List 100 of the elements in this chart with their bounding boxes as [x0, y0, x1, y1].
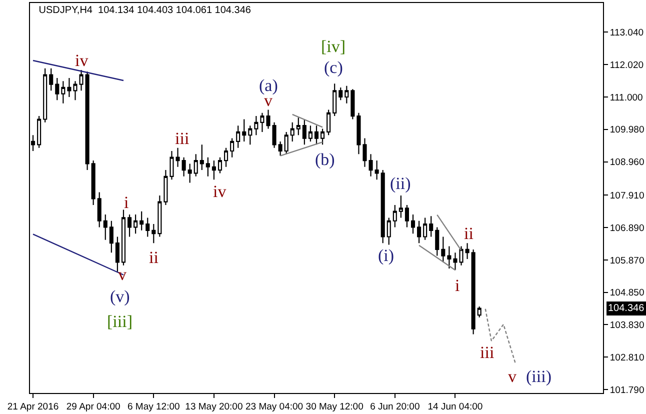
candlestick — [49, 68, 54, 92]
candlestick — [230, 138, 234, 158]
candlestick — [441, 236, 446, 263]
annotation: (i) — [378, 246, 394, 265]
candlestick — [290, 122, 294, 142]
candlestick — [103, 214, 108, 240]
candlestick — [206, 156, 210, 177]
annotation: (b) — [315, 150, 335, 169]
candlestick — [242, 118, 246, 142]
candlestick — [37, 116, 42, 148]
x-tick-label: 6 May 12:00 — [128, 401, 180, 412]
candlestick — [477, 306, 482, 318]
candlestick — [302, 118, 306, 146]
candlestick — [410, 214, 416, 234]
candlestick — [194, 154, 198, 177]
candlestick — [140, 210, 144, 231]
annotation: i — [124, 193, 129, 212]
y-tick-label: 103.830 — [610, 320, 644, 332]
candlestick — [61, 80, 66, 104]
candlestick — [380, 170, 385, 244]
candlestick — [314, 125, 319, 146]
candlestick — [115, 236, 120, 272]
y-tick-label: 108.960 — [610, 157, 644, 168]
candlestick — [170, 150, 174, 180]
y-tick-label: 102.810 — [610, 352, 644, 364]
candlestick — [248, 125, 252, 146]
candlestick — [218, 156, 222, 174]
y-tick-label: 106.890 — [610, 222, 644, 234]
candlestick — [224, 147, 228, 168]
candlestick — [320, 128, 325, 146]
candlestick — [435, 226, 440, 256]
annotation: iv — [213, 182, 227, 201]
candlestick — [392, 204, 397, 228]
candlestick — [350, 88, 355, 120]
x-tick-label: 23 May 04:00 — [245, 401, 304, 412]
candlestick — [404, 204, 409, 228]
text: 104.346 — [608, 303, 645, 314]
candlestick — [266, 109, 270, 130]
annotation: ii — [464, 224, 474, 243]
candlestick — [386, 217, 391, 246]
annotation: i — [455, 276, 460, 295]
x-tick-label: 6 Jun 20:00 — [370, 401, 420, 412]
candlestick — [212, 160, 216, 180]
candlestick — [182, 156, 186, 177]
annotation: [iii] — [107, 312, 132, 331]
candlestick — [164, 170, 168, 206]
annotation: [iv] — [321, 37, 346, 56]
y-tick-label: 105.870 — [610, 255, 644, 266]
annotation: (iii) — [526, 367, 552, 386]
candlestick — [308, 125, 312, 142]
y-tick-label: 113.040 — [610, 28, 644, 39]
annotation: (c) — [324, 58, 343, 77]
candlestick — [278, 140, 282, 156]
candlestick — [272, 122, 276, 148]
annotation: ii — [149, 248, 159, 267]
candlestick — [158, 194, 162, 238]
annotation: (v) — [110, 287, 130, 306]
candlestick — [127, 214, 132, 238]
candlestick — [146, 217, 150, 238]
x-tick-label: 14 Jun 04:00 — [428, 401, 483, 412]
x-tick-label: 30 May 12:00 — [306, 401, 364, 412]
x-tick-label: 13 May 20:00 — [185, 401, 243, 412]
candlestick — [176, 147, 180, 168]
candlestick — [43, 68, 48, 123]
y-tick-label: 109.980 — [610, 124, 644, 136]
candlestick — [284, 131, 288, 155]
candlestick — [471, 248, 476, 335]
candlestick — [152, 223, 156, 244]
candlestick — [85, 71, 90, 171]
annotation: v — [508, 367, 517, 386]
y-tick-label: 112.020 — [610, 60, 644, 71]
x-tick-label: 21 Apr 2016 — [7, 401, 59, 412]
candlestick — [447, 246, 452, 270]
candlestick — [134, 214, 138, 234]
chart-title: USDJPY,H4 104.134 104.403 104.061 104.346 — [38, 5, 252, 16]
candlestick — [423, 217, 428, 240]
annotation: (ii) — [390, 174, 411, 193]
candlestick — [374, 160, 379, 180]
candlestick — [338, 86, 343, 101]
candlestick — [67, 77, 72, 98]
candlestick — [296, 117, 300, 136]
annotation: iv — [75, 51, 89, 70]
y-tick-label: 101.790 — [610, 384, 644, 396]
x-tick-label: 29 Apr 04:00 — [66, 401, 120, 412]
candlestick — [254, 116, 258, 136]
candlestick — [55, 77, 60, 101]
candlestick — [398, 194, 403, 218]
y-tick-label: 107.910 — [610, 190, 644, 202]
candlestick — [109, 220, 114, 254]
candlestick — [326, 109, 331, 136]
candlestick — [429, 216, 434, 238]
candlestick — [188, 163, 192, 184]
y-tick-label: 111.000 — [610, 92, 643, 104]
candlestick — [91, 160, 96, 206]
candlestick — [260, 112, 264, 132]
annotation: iii — [175, 129, 190, 148]
candlestick — [121, 209, 126, 266]
candlestick — [97, 192, 102, 228]
candlestick — [344, 85, 349, 104]
y-tick-label: 104.850 — [610, 288, 644, 299]
